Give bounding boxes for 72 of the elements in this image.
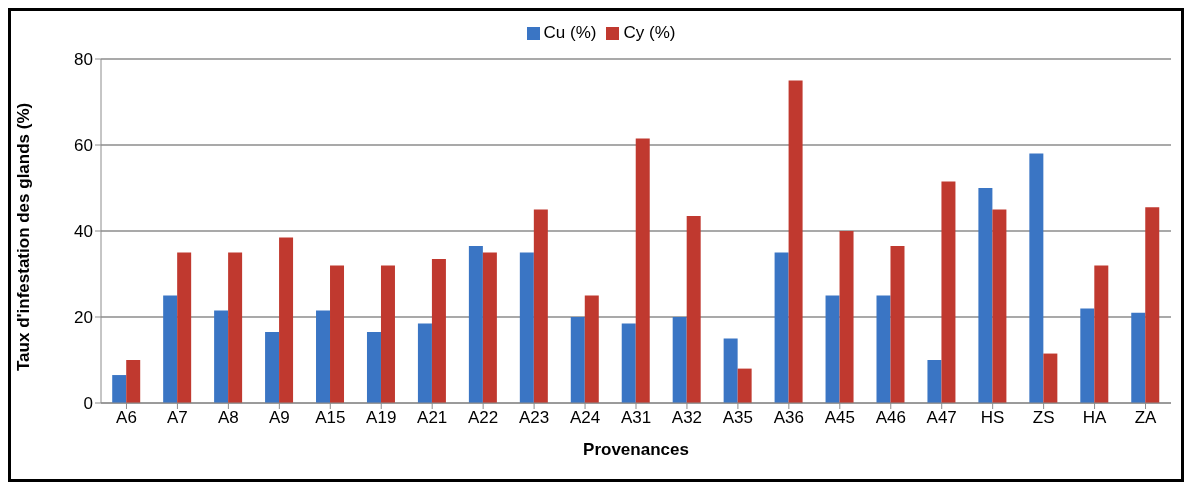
x-tick-label: A35 [722,408,754,428]
bar [1080,308,1095,403]
bar [978,188,993,403]
bar [126,360,141,403]
bar [519,252,534,403]
y-tick-label: 0 [83,394,93,414]
bar [228,252,243,403]
bar [1145,207,1160,403]
legend-label: Cu (%) [543,23,597,42]
bar [1131,312,1146,403]
x-tick-label: A45 [824,408,855,428]
x-tick-label: A9 [268,408,290,428]
bar [737,368,752,403]
x-tick-label: A23 [518,408,550,428]
x-tick-label: A8 [217,408,239,428]
bar [366,332,381,403]
bar [927,360,942,403]
bar [163,295,178,403]
bar [992,209,1007,403]
bar [635,138,650,403]
bar [941,181,956,403]
bar [279,237,294,403]
bar [686,215,701,403]
bar [1094,265,1109,403]
x-tick-label: A47 [926,408,957,428]
x-tick-label: A15 [315,408,346,428]
y-tick-label: 80 [74,50,93,70]
bar [431,258,446,403]
x-tick-label: A46 [875,408,906,428]
bar [774,252,789,403]
x-tick-label: ZS [1032,408,1055,428]
x-axis-title: Provenances [583,440,689,459]
y-tick-label: 60 [74,136,93,156]
x-tick-label: HA [1082,408,1108,428]
bar [380,265,395,403]
bar [214,310,229,403]
bar [584,295,599,403]
bar [177,252,192,403]
bar [316,310,331,403]
bar [672,317,687,403]
bar [570,317,585,403]
y-tick-label: 20 [74,308,93,328]
x-tick-label: A24 [569,408,601,428]
bar [890,246,905,403]
x-tick-label: A31 [620,408,652,428]
x-tick-label: A19 [366,408,397,428]
bar [265,332,280,403]
bar [1043,353,1058,403]
x-tick-label: A7 [167,408,188,428]
bar [876,295,891,403]
bar [1029,153,1044,403]
bar [788,80,803,403]
bar [723,338,738,403]
legend-label: Cy (%) [623,23,676,42]
bar [330,265,345,403]
x-tick-label: A22 [468,408,499,428]
x-tick-label: A36 [773,408,804,428]
x-tick-label: A6 [116,408,137,428]
bar [417,323,432,403]
bar [482,252,497,403]
y-tick-label: 40 [74,222,93,242]
x-tick-label: A21 [417,408,448,428]
bar [621,323,636,403]
bar [468,246,483,403]
bar [825,295,840,403]
y-axis-title: Taux d'infestation des glands (%) [14,102,34,371]
bar [839,231,854,403]
bar [112,375,127,403]
x-tick-label: ZA [1134,408,1158,428]
x-tick-label: A32 [671,408,703,428]
bar [533,209,548,403]
x-tick-label: HS [980,408,1005,428]
